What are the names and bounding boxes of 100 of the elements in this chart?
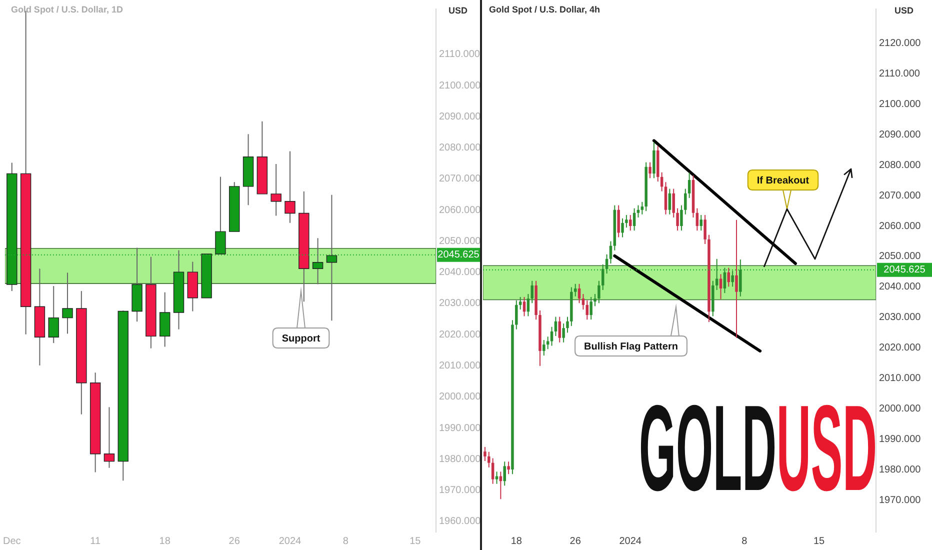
candlestick (495, 471, 498, 484)
x-tick-label: 8 (342, 536, 349, 547)
candlestick (696, 208, 699, 232)
candlestick (586, 300, 589, 320)
candlestick (526, 293, 530, 317)
candlestick (522, 296, 526, 317)
ref-line-label: 2045.625 (438, 250, 480, 261)
x-tick-label: 18 (159, 536, 171, 547)
candlestick (688, 172, 691, 198)
candlestick (727, 267, 730, 288)
x-tick-label: 2024 (278, 536, 302, 547)
candlestick (546, 336, 550, 350)
x-tick-label: 15 (813, 536, 826, 547)
y-tick-label: 2090.000 (879, 129, 922, 140)
y-tick-label: 2040.000 (439, 267, 482, 278)
annotation: Bullish Flag Pattern (584, 341, 678, 352)
y-tick-label: 2030.000 (879, 312, 922, 324)
candlestick (731, 270, 734, 288)
candlestick (598, 280, 600, 304)
y-tick-label: 2080.000 (879, 160, 922, 171)
candlestick (578, 283, 581, 304)
x-tick-label: 26 (570, 536, 582, 547)
candlestick (715, 258, 718, 291)
y-tick-label: 2050.000 (879, 251, 922, 262)
x-tick-label: 26 (228, 536, 240, 547)
candlestick (621, 218, 624, 238)
y-tick-label: 2070.000 (439, 174, 482, 185)
x-tick-label: 11 (90, 536, 101, 547)
annotation: GOLD (639, 379, 776, 516)
candlestick (590, 296, 592, 320)
candlestick (518, 296, 522, 310)
y-tick-label: 1980.000 (879, 464, 922, 476)
candlestick (672, 188, 675, 218)
chart-title: Gold Spot / U.S. Dollar, 4h (489, 4, 600, 14)
y-tick-label: 2040.000 (879, 282, 922, 293)
x-tick-label: Dec (2, 536, 21, 547)
y-tick-label: 2060.000 (439, 204, 482, 216)
candlestick (719, 274, 722, 300)
y-tick-label: 2080.000 (439, 142, 482, 154)
candlestick (554, 316, 558, 337)
candlestick (704, 214, 706, 244)
candlestick (594, 293, 596, 307)
candlestick (159, 292, 170, 348)
candlestick (739, 259, 742, 297)
candlestick (632, 208, 636, 232)
y-tick-label: 2020.000 (879, 342, 922, 354)
x-tick-label: 8 (742, 536, 748, 547)
y-axis-title: USD (894, 5, 914, 16)
y-axis-title: USD (448, 5, 468, 16)
candlestick (676, 208, 679, 232)
candlestick (625, 214, 628, 228)
y-tick-label: 1970.000 (439, 485, 482, 496)
candlestick (558, 316, 562, 343)
y-tick-label: 2110.000 (439, 49, 480, 60)
y-tick-label: 2010.000 (879, 373, 922, 384)
candlestick (723, 267, 726, 294)
y-tick-label: 2000.000 (439, 392, 482, 403)
candlestick (617, 204, 620, 238)
candlestick (668, 188, 672, 215)
y-tick-label: 1990.000 (879, 434, 922, 446)
y-tick-label: 2050.000 (439, 236, 482, 247)
y-tick-label: 2010.000 (439, 360, 482, 372)
candlestick (684, 188, 687, 215)
y-tick-label: 2090.000 (439, 111, 482, 122)
y-tick-label: 2100.000 (439, 80, 482, 92)
chart-title: Gold Spot / U.S. Dollar, 1D (10, 4, 124, 14)
y-tick-label: 2000.000 (879, 404, 922, 415)
annotation: If Breakout (756, 175, 810, 186)
y-tick-label: 1990.000 (439, 422, 482, 434)
y-tick-label: 2100.000 (879, 98, 922, 110)
y-tick-label: 2020.000 (439, 329, 482, 340)
y-tick-label: 2120.000 (879, 38, 922, 49)
candlestick (640, 201, 644, 215)
x-tick-label: 18 (510, 536, 522, 547)
y-tick-label: 1960.000 (439, 516, 482, 528)
candlestick (488, 451, 490, 468)
x-tick-label: 15 (410, 536, 422, 547)
y-tick-label: 1970.000 (879, 495, 922, 506)
candlestick (582, 293, 585, 310)
candlestick (735, 219, 738, 338)
annotation: USD (776, 379, 877, 516)
candlestick (507, 461, 510, 475)
candlestick (484, 446, 486, 462)
candlestick (530, 280, 534, 304)
candlestick (648, 162, 652, 179)
candlestick (499, 471, 502, 500)
candlestick (629, 214, 632, 232)
candlestick (574, 283, 577, 297)
candlestick (566, 316, 569, 334)
annotation: Support (282, 333, 321, 344)
y-tick-label: 2110.000 (879, 68, 920, 80)
y-tick-label: 2060.000 (879, 220, 922, 232)
candlestick (609, 240, 612, 264)
candlestick (605, 254, 608, 274)
candlestick (680, 204, 683, 232)
candlestick (542, 339, 546, 356)
candlestick (652, 142, 656, 179)
y-tick-label: 1980.000 (439, 454, 482, 465)
y-tick-label: 2030.000 (439, 298, 482, 310)
candlestick (515, 300, 518, 330)
